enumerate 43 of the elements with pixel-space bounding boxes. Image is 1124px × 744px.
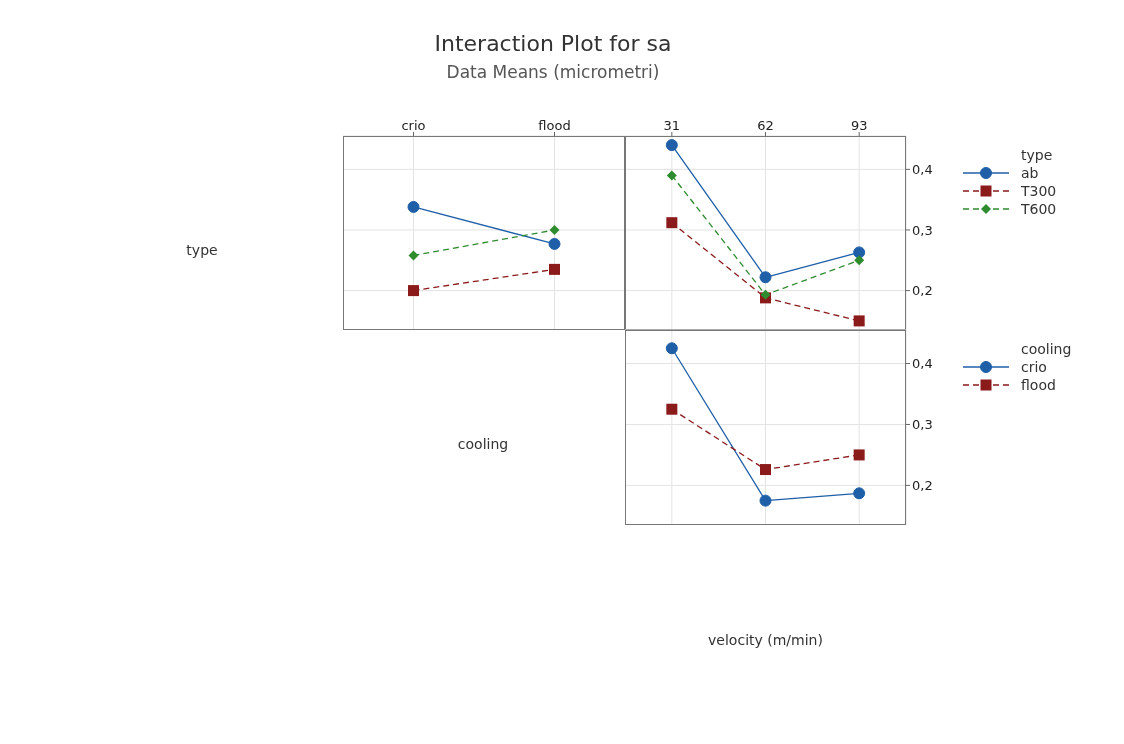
point [759,271,772,284]
point [549,224,560,235]
point [548,237,561,250]
legend-label: T600 [1021,200,1057,218]
y-axis-title: cooling [457,436,509,452]
y-tick-label: 0,2 [912,478,933,494]
legend-title: cooling [1021,340,1072,358]
y-tick-label: 0,3 [912,222,933,238]
x-axis-title: velocity (m/min) [708,632,823,648]
point [666,217,678,229]
point [853,315,865,327]
point [760,289,771,300]
point [665,342,678,355]
legend-label: crio [1021,358,1047,376]
x-tick-label: 93 [850,118,868,133]
point [759,494,772,507]
point [666,170,677,181]
x-tick-label: 62 [757,118,774,133]
y-tick-label: 0,4 [912,356,933,372]
point [853,449,865,461]
chart-subtitle: Data Means (micrometri) [446,62,660,82]
legend-label: flood [1021,376,1056,394]
y-axis-title: type [186,242,218,258]
legend-label: ab [1021,164,1039,182]
point [666,403,678,415]
point [408,250,419,261]
y-tick-label: 0,3 [912,417,933,433]
point [854,255,865,266]
point [407,200,420,213]
y-tick-label: 0,4 [912,161,933,177]
point [408,285,419,297]
point [760,464,771,476]
x-tick-label: 31 [663,118,681,133]
point [853,487,866,500]
x-tick-label: crio [401,118,426,133]
y-tick-label: 0,2 [912,283,933,299]
legend-label: T300 [1021,182,1057,200]
chart-title: Interaction Plot for sa [434,30,672,56]
legend-title: type [1021,146,1054,164]
point [549,263,560,275]
point [853,246,866,259]
point [665,139,678,152]
x-tick-label: flood [538,118,571,133]
